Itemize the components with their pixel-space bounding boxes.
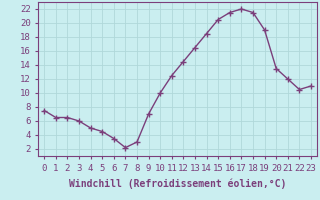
X-axis label: Windchill (Refroidissement éolien,°C): Windchill (Refroidissement éolien,°C) <box>69 178 286 189</box>
